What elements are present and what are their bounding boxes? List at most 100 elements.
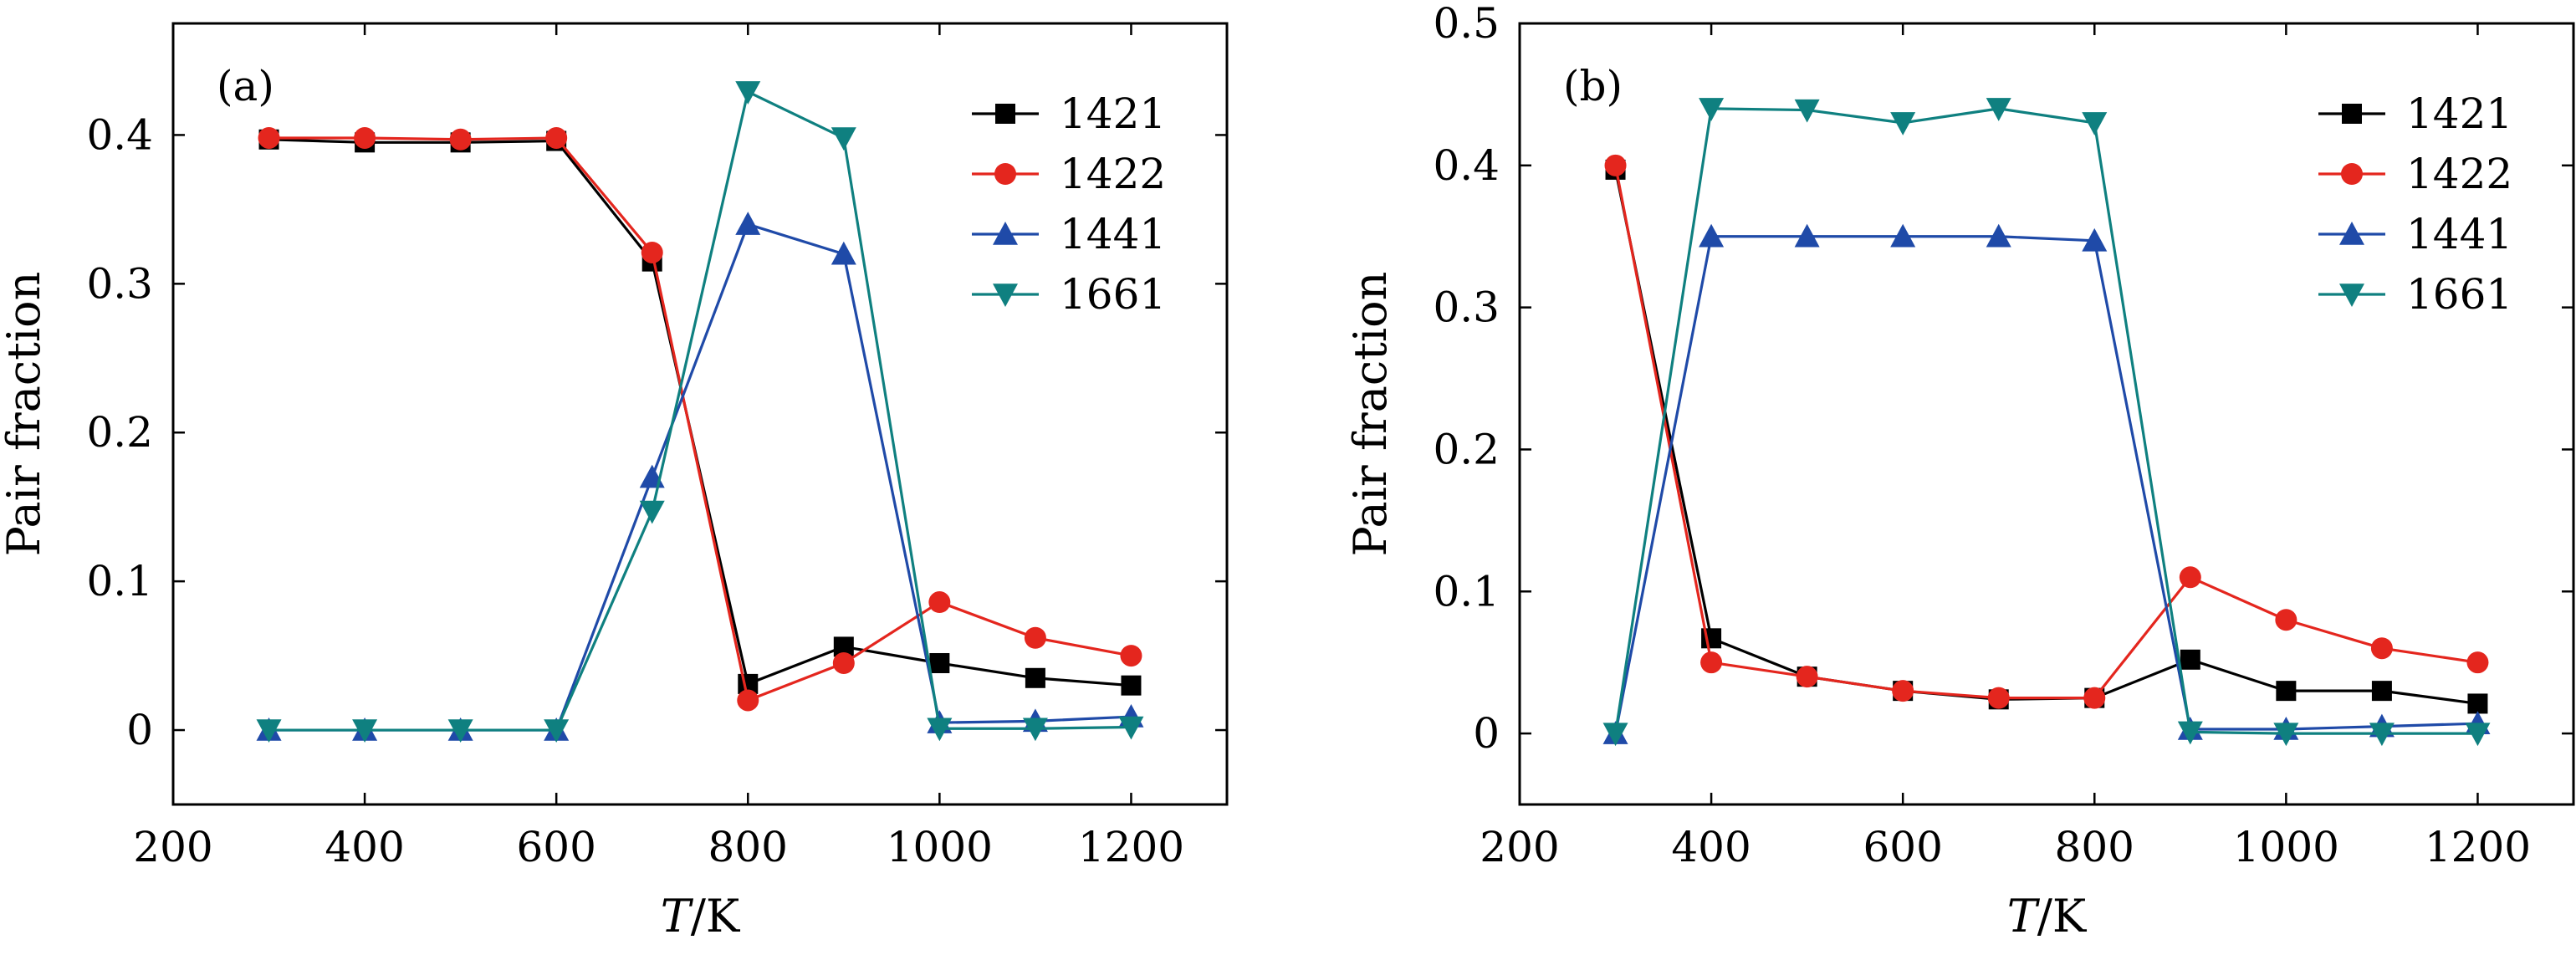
y-axis-label: Pair fraction xyxy=(0,272,50,557)
series-1421 xyxy=(258,129,1142,696)
x-axis-label-unit: /K xyxy=(2037,890,2088,942)
point-1422 xyxy=(737,689,759,712)
x-tick-label: 1000 xyxy=(887,823,993,871)
point-1661 xyxy=(2082,112,2108,135)
axes: 200 400 600 800 1000 1200 0 0.1 0.2 0.3 0.4 0.5 xyxy=(1433,0,2573,871)
point-1421 xyxy=(2371,681,2392,702)
x-axis-label: T/K xyxy=(2007,890,2088,942)
point-1422 xyxy=(2370,637,2393,660)
point-1422 xyxy=(1120,645,1142,667)
panel-label: (b) xyxy=(1563,62,1623,110)
point-1661 xyxy=(639,500,665,524)
series-1421-line xyxy=(268,138,1132,687)
y-tick-label: 0.4 xyxy=(86,110,153,159)
point-1422 xyxy=(449,128,472,151)
point-1422 xyxy=(354,126,376,149)
point-1661 xyxy=(447,719,473,743)
legend-label: 1422 xyxy=(2406,150,2512,198)
point-1422 xyxy=(1796,666,1818,688)
x-tick-label: 600 xyxy=(1863,823,1942,871)
point-1422 xyxy=(928,591,951,614)
series-1441-line xyxy=(1613,235,2478,734)
x-tick-label: 400 xyxy=(1671,823,1751,871)
legend-label: 1421 xyxy=(1060,89,1166,138)
point-1421 xyxy=(2467,693,2488,714)
legend: 1421 1422 1441 1661 xyxy=(972,89,1166,319)
point-1661 xyxy=(1022,718,1048,742)
x-tick-label: 800 xyxy=(2055,823,2134,871)
point-1661 xyxy=(1699,98,1725,121)
point-1661 xyxy=(1890,112,1916,135)
y-tick-label: 0.2 xyxy=(86,408,153,457)
series-1421-line xyxy=(1613,169,2478,706)
y-tick-label: 0.1 xyxy=(1433,567,1500,615)
point-1441 xyxy=(1986,223,2011,248)
series-1422 xyxy=(258,126,1142,712)
point-1422 xyxy=(1892,680,1914,702)
panel-b: 200 400 600 800 1000 1200 0 0.1 0.2 0.3 0.4 0.5 (b) 1… xyxy=(1344,0,2575,942)
series-1661 xyxy=(256,81,1144,743)
x-tick-label: 800 xyxy=(708,823,788,871)
legend: 1421 1422 1441 1661 xyxy=(2318,89,2512,319)
point-1422 xyxy=(1987,687,2010,709)
legend-marker xyxy=(2339,222,2364,245)
point-1422 xyxy=(1700,651,1723,674)
y-tick-label: 0.5 xyxy=(1433,0,1500,48)
x-tick-label: 200 xyxy=(133,823,212,871)
point-1661 xyxy=(831,127,856,151)
series-1422-line xyxy=(268,136,1132,702)
point-1661 xyxy=(1118,716,1144,740)
y-tick-label: 0.4 xyxy=(1433,141,1500,190)
point-1422 xyxy=(641,241,663,263)
axes: 200 400 600 800 1000 1200 0 0.1 0.2 0.3 0.4 xyxy=(86,23,1227,871)
x-axis-label-variable: T xyxy=(2007,890,2041,942)
panel-a: 200 400 600 800 1000 1200 0 0.1 0.2 0.3 0.4 (a) 1421… xyxy=(0,22,1229,942)
legend-item-1441: 1441 xyxy=(2318,210,2512,258)
legend-label: 1441 xyxy=(2406,210,2512,258)
point-1661 xyxy=(2177,721,2203,745)
point-1422 xyxy=(2466,651,2489,674)
series-1422-line xyxy=(1613,165,2478,700)
point-1661 xyxy=(352,719,378,743)
point-1441 xyxy=(831,241,856,265)
point-1441 xyxy=(1890,223,1916,248)
legend-item-1661: 1661 xyxy=(2318,270,2512,319)
x-tick-label: 1200 xyxy=(2425,823,2531,871)
point-1441 xyxy=(1794,223,1820,248)
point-1661 xyxy=(1602,723,1628,747)
point-1421 xyxy=(1121,675,1142,696)
point-1421 xyxy=(2276,681,2297,702)
x-tick-label: 600 xyxy=(516,823,595,871)
point-1661 xyxy=(1986,98,2011,121)
legend-marker xyxy=(2339,283,2364,307)
legend-label: 1661 xyxy=(1060,270,1166,319)
x-axis-label-unit: /K xyxy=(691,890,741,942)
point-1661 xyxy=(544,719,570,743)
legend-item-1422: 1422 xyxy=(2318,150,2512,198)
series-1422 xyxy=(1604,154,2489,709)
x-axis-label: T/K xyxy=(661,890,741,942)
legend-marker xyxy=(994,163,1016,185)
point-1441 xyxy=(735,212,761,235)
x-tick-label: 1000 xyxy=(2233,823,2339,871)
point-1421 xyxy=(2180,649,2200,670)
x-tick-label: 1200 xyxy=(1078,823,1184,871)
legend-label: 1421 xyxy=(2406,89,2512,138)
series-1661 xyxy=(1602,98,2491,747)
legend-marker xyxy=(995,104,1015,124)
point-1661 xyxy=(735,81,761,105)
x-tick-label: 400 xyxy=(325,823,404,871)
legend-item-1661: 1661 xyxy=(972,270,1166,319)
x-tick-label: 200 xyxy=(1480,823,1559,871)
point-1441 xyxy=(1699,223,1725,248)
y-tick-label: 0.3 xyxy=(86,259,153,308)
point-1441 xyxy=(2082,227,2108,252)
series-1661-line xyxy=(1613,107,2478,735)
series-1661-line xyxy=(268,90,1132,732)
y-axis-label: Pair fraction xyxy=(1344,272,1397,557)
y-tick-label: 0.2 xyxy=(1433,425,1500,473)
legend-label: 1422 xyxy=(1060,150,1166,198)
point-1422 xyxy=(832,651,855,674)
legend-marker xyxy=(2341,163,2363,185)
legend-marker xyxy=(993,222,1018,245)
